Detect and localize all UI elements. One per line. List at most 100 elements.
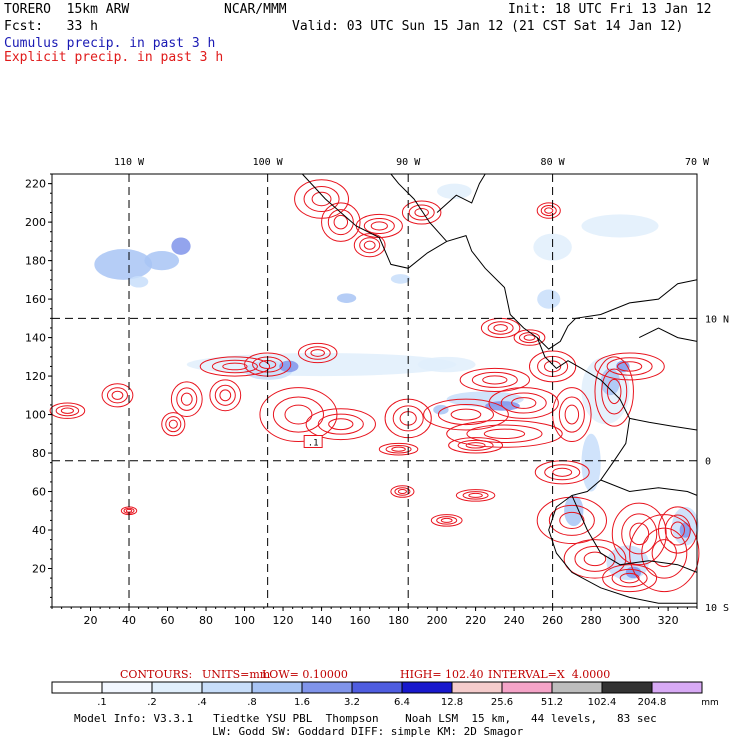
explicit-contour-25-0 — [602, 564, 658, 593]
cumulus-precip-label: Cumulus precip. in past 3 h — [4, 36, 216, 51]
y-tick-label-3: 80 — [32, 447, 46, 460]
legend-swatch-6 — [351, 681, 403, 694]
y-tick-label-8: 180 — [25, 255, 46, 268]
explicit-contour-11-1 — [392, 405, 424, 432]
axes: 20 40 60 80 100 120 140 160 180 200 220 240 260 280 30… — [25, 157, 729, 627]
explicit-contour-6-2 — [222, 362, 248, 371]
explicit-contour-21-0 — [594, 352, 665, 381]
explicit-contour-29-2 — [311, 191, 332, 207]
explicit-contour-23-0 — [536, 496, 608, 544]
x-tick-label-1: 40 — [122, 614, 136, 627]
legend-threshold-6: 6.4 — [394, 697, 410, 708]
explicit-contour-0-2 — [60, 407, 74, 414]
explicit-contour-9-1 — [304, 346, 331, 360]
explicit-contour-14-2 — [511, 397, 537, 409]
lat-label-2: 10 S — [705, 603, 729, 614]
explicit-contour-31-2 — [370, 221, 388, 231]
explicit-contour-38-0 — [455, 489, 496, 502]
explicit-contour-20-1 — [601, 368, 628, 415]
x-tick-label-8: 180 — [388, 614, 409, 627]
explicit-contour-18-0 — [378, 442, 419, 456]
legend-threshold-7: 12.8 — [441, 697, 463, 708]
y-tick-label-10: 220 — [25, 178, 46, 191]
caption-low: LOW= 0.10000 — [262, 668, 348, 681]
coastline-1 — [390, 173, 448, 242]
explicit-contour-21-1 — [606, 357, 653, 376]
x-tick-label-6: 140 — [311, 614, 332, 627]
caption-interval: INTERVAL=X 4.0000 — [488, 668, 611, 681]
explicit-contour-30-0 — [321, 202, 361, 242]
explicit-contour-3-1 — [176, 387, 198, 411]
explicit-contour-32-0 — [401, 200, 442, 225]
explicit-contour-39-2 — [397, 489, 407, 495]
explicit-contour-1-0 — [101, 383, 134, 408]
explicit-precip-label: Explicit precip. in past 3 h — [4, 50, 224, 65]
x-tick-label-11: 240 — [504, 614, 525, 627]
legend-swatch-12 — [651, 681, 703, 694]
x-tick-label-3: 80 — [199, 614, 213, 627]
cumulus-area-4 — [336, 293, 357, 303]
explicit-contour-17-0 — [448, 437, 504, 454]
legend-unit: mm — [701, 698, 719, 708]
explicit-contour-4-2 — [168, 419, 178, 429]
lon-label-2: 90 W — [396, 157, 421, 168]
caption-units: UNITS=mm — [202, 668, 271, 681]
caption-high: HIGH= 102.40 — [400, 668, 484, 681]
legend-swatch-1 — [101, 681, 153, 694]
explicit-contour-6-0 — [199, 356, 271, 377]
legend-threshold-8: 25.6 — [491, 697, 513, 708]
y-tick-label-4: 100 — [25, 409, 46, 422]
cumulus-area-8 — [437, 183, 472, 200]
cumulus-area-5 — [390, 274, 411, 284]
x-tick-label-4: 100 — [234, 614, 255, 627]
cumulus-area-12 — [279, 360, 299, 373]
explicit-contour-4-0 — [161, 412, 186, 437]
explicit-contour-23-2 — [559, 511, 585, 529]
explicit-contour-39-0 — [390, 485, 415, 498]
explicit-contour-15-0 — [459, 367, 530, 392]
explicit-contour-16-0 — [528, 350, 577, 383]
y-tick-label-2: 60 — [32, 486, 46, 499]
cumulus-area-1 — [144, 250, 180, 271]
explicit-contour-25-1 — [611, 568, 648, 588]
explicit-contour-26-2 — [629, 522, 650, 546]
explicit-contour-19-2 — [564, 404, 580, 425]
explicit-contour-15-2 — [482, 375, 508, 385]
explicit-contour-12-2 — [450, 408, 482, 421]
legend-swatch-2 — [151, 681, 203, 694]
x-tick-label-15: 320 — [658, 614, 679, 627]
explicit-contour-17-1 — [457, 439, 494, 451]
explicit-contour-12-0 — [423, 398, 509, 431]
explicit-contour-5-1 — [214, 384, 236, 406]
model-name: TORERO 15km ARW — [4, 2, 130, 17]
explicit-contour-37-0 — [430, 514, 463, 527]
x-tick-label-7: 160 — [350, 614, 371, 627]
x-tick-label-9: 200 — [427, 614, 448, 627]
explicit-contour-0-1 — [55, 405, 80, 417]
explicit-contour-18-1 — [385, 444, 412, 454]
cumulus-area-3 — [129, 275, 149, 288]
cumulus-area-0 — [94, 249, 153, 280]
lat-label-1: 0 — [705, 457, 711, 468]
explicit-contour-9-2 — [310, 349, 325, 357]
legend-threshold-9: 51.2 — [541, 697, 563, 708]
explicit-contour-22-0 — [534, 460, 590, 485]
explicit-contour-2-2 — [125, 508, 133, 513]
explicit-contour-38-1 — [462, 491, 489, 500]
explicit-contour-35-1 — [487, 321, 514, 335]
lat-lon-grid — [52, 174, 697, 607]
explicit-contour-24-2 — [583, 551, 607, 567]
explicit-contour-32-2 — [414, 207, 429, 218]
coastline-layer — [301, 173, 698, 604]
explicit-contour-8-2 — [284, 404, 313, 425]
explicit-contour-1-1 — [106, 387, 128, 404]
explicit-contour-30-2 — [333, 214, 349, 230]
legend-threshold-1: .2 — [147, 697, 157, 708]
legend-swatch-3 — [201, 681, 253, 694]
explicit-contour-34-1 — [540, 205, 557, 217]
explicit-contour-31-1 — [363, 217, 395, 234]
explicit-contour-3-0 — [170, 381, 203, 417]
explicit-contour-23-1 — [548, 504, 595, 536]
x-tick-label-12: 260 — [542, 614, 563, 627]
explicit-contour-30-1 — [327, 209, 354, 236]
